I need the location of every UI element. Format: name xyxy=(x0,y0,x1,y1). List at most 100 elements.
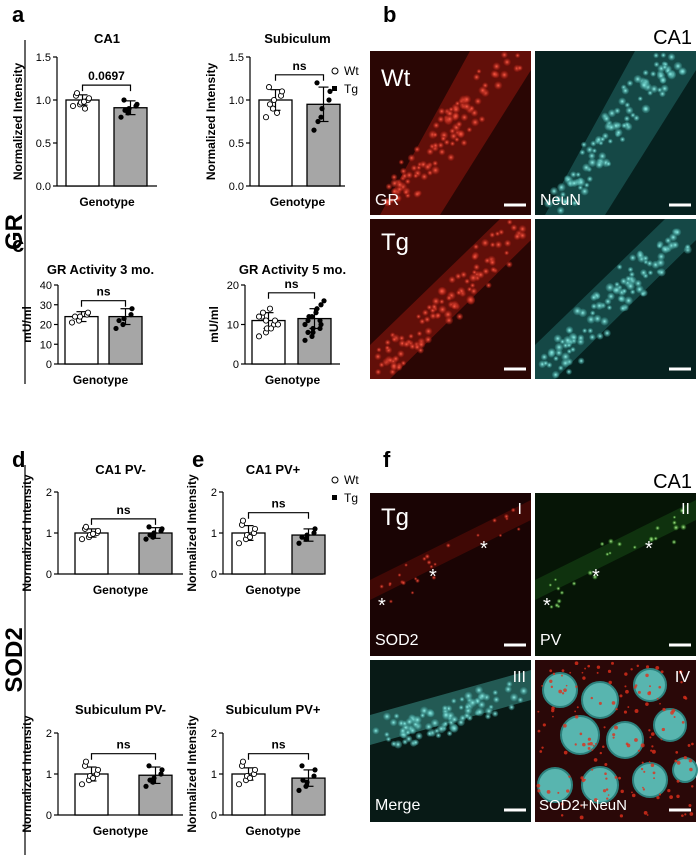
bar-tg xyxy=(306,103,341,187)
cell-body xyxy=(584,182,590,188)
point-tg xyxy=(319,106,325,112)
sod2-puncta xyxy=(676,794,680,799)
point-tg xyxy=(146,763,152,769)
cell-body xyxy=(625,275,632,282)
sod2-puncta xyxy=(593,798,598,802)
point-tg xyxy=(158,771,164,777)
chart-title: GR Activity 5 mo. xyxy=(239,262,346,277)
micrograph-b-tg-gr: Tg xyxy=(370,219,531,379)
cell-body xyxy=(413,715,422,725)
chart-subiculum-pv-neg: Subiculum PV- 0 1 2 Normalized Intensity Geno… xyxy=(20,702,183,838)
cell-body xyxy=(409,343,416,350)
point-wt xyxy=(270,96,278,104)
cell-body xyxy=(600,541,605,547)
chart-gr-activity-5mo: GR Activity 5 mo. 0 10 20 mU/ml Genotype ns xyxy=(207,262,346,387)
cell-body xyxy=(544,198,553,208)
cell-body xyxy=(548,583,553,587)
cell-body xyxy=(500,51,508,59)
point-tg xyxy=(159,526,165,532)
point-wt xyxy=(84,309,92,316)
sod2-puncta xyxy=(552,715,554,718)
sod2-puncta xyxy=(691,742,694,746)
cell-body xyxy=(395,180,404,189)
cell-body xyxy=(403,189,409,195)
cell-body xyxy=(474,686,484,695)
micrograph-f-merge-label: Merge xyxy=(375,797,420,814)
sod2-puncta xyxy=(637,749,641,752)
cell-body xyxy=(432,160,439,167)
cell-body xyxy=(551,370,560,379)
asterisk-marker: * xyxy=(645,538,653,560)
cell-body xyxy=(430,718,440,728)
sod2-puncta xyxy=(557,791,560,794)
sod2-puncta xyxy=(537,789,541,793)
point-tg xyxy=(159,767,165,773)
cell-body xyxy=(474,97,482,105)
cell-body xyxy=(414,577,418,581)
cell-body xyxy=(672,520,677,525)
cell-body xyxy=(646,260,653,267)
cell-body xyxy=(492,62,501,71)
cell-body xyxy=(451,105,461,114)
cell-body xyxy=(575,171,581,178)
point-tg xyxy=(315,118,321,125)
cell-body xyxy=(582,163,591,172)
y-tick-label: 10 xyxy=(227,320,239,332)
cell-body xyxy=(413,343,421,351)
cell-body xyxy=(503,58,512,67)
cell-body xyxy=(432,132,438,138)
point-tg xyxy=(318,321,324,328)
cell-body xyxy=(636,286,643,292)
cell-body xyxy=(504,250,510,256)
cell-body xyxy=(506,261,513,268)
cell-body xyxy=(591,148,597,154)
y-tick-label: 2 xyxy=(211,728,217,740)
cell-body xyxy=(614,107,621,115)
significance-bracket xyxy=(247,753,310,760)
cell-body xyxy=(516,527,521,531)
point-wt xyxy=(89,775,97,782)
sod2-puncta xyxy=(631,793,636,798)
cell-body xyxy=(424,335,432,344)
y-tick-label: 1 xyxy=(211,528,217,540)
cell-body xyxy=(618,97,627,106)
chart-ca1-gr: CA1 0.0 0.5 1.0 1.5 Normalized Intensity Genot… xyxy=(11,31,157,209)
cell-body xyxy=(492,696,500,703)
sod2-puncta xyxy=(634,738,638,742)
cell-body xyxy=(446,543,451,548)
cell-body xyxy=(437,286,447,296)
point-tg xyxy=(311,530,317,536)
cell-body xyxy=(619,304,627,312)
cell-body xyxy=(451,303,458,310)
sod2-puncta xyxy=(652,771,656,775)
cell-body xyxy=(607,109,616,118)
cell-body xyxy=(492,518,497,523)
point-tg xyxy=(303,536,309,542)
sod2-puncta xyxy=(574,661,579,666)
cell-body xyxy=(393,713,400,719)
nucleus xyxy=(581,766,619,804)
cell-body xyxy=(389,718,398,727)
sod2-puncta xyxy=(587,737,592,741)
cell-body xyxy=(657,252,666,261)
cell-body xyxy=(586,146,594,154)
sod2-puncta xyxy=(541,746,544,749)
cell-body xyxy=(423,316,431,323)
cell-body xyxy=(372,727,380,735)
cell-body xyxy=(464,704,470,710)
cell-body xyxy=(424,554,430,559)
cell-body xyxy=(560,358,570,368)
sod2-puncta xyxy=(655,665,660,670)
cell-body xyxy=(588,152,596,160)
point-tg xyxy=(313,310,319,316)
asterisk-marker: * xyxy=(592,566,600,588)
cell-body xyxy=(473,243,479,250)
cell-body xyxy=(475,707,485,717)
sod2-puncta xyxy=(592,744,595,747)
nucleus xyxy=(606,721,644,759)
cell-body xyxy=(592,574,598,580)
point-wt xyxy=(89,530,97,537)
cell-body xyxy=(456,129,466,139)
cell-body xyxy=(550,187,559,196)
